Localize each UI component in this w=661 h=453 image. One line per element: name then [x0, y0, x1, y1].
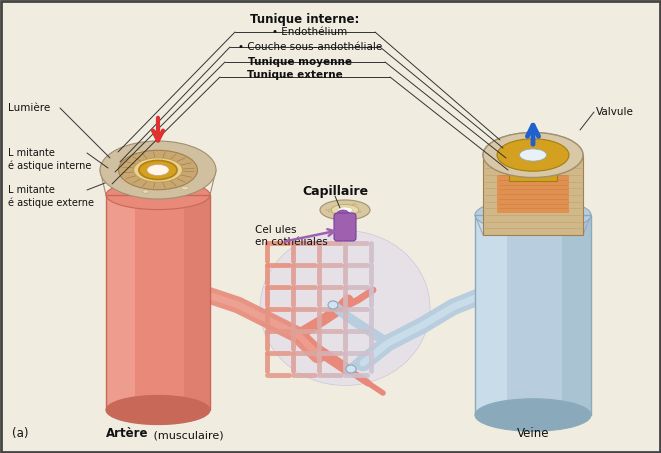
- Text: Artère: Artère: [106, 427, 148, 440]
- Ellipse shape: [535, 164, 541, 166]
- Ellipse shape: [181, 186, 189, 190]
- Ellipse shape: [475, 399, 591, 431]
- Ellipse shape: [337, 207, 352, 213]
- Ellipse shape: [159, 153, 167, 156]
- Ellipse shape: [141, 158, 147, 161]
- FancyBboxPatch shape: [184, 195, 210, 410]
- Text: Lumière: Lumière: [8, 103, 50, 113]
- Text: Tunique externe: Tunique externe: [247, 70, 343, 80]
- Ellipse shape: [508, 140, 512, 142]
- Ellipse shape: [551, 164, 554, 165]
- Ellipse shape: [346, 365, 356, 373]
- Text: (a): (a): [12, 427, 28, 440]
- Ellipse shape: [518, 140, 524, 142]
- Bar: [475, 215, 591, 415]
- Ellipse shape: [330, 208, 334, 209]
- Ellipse shape: [331, 204, 359, 216]
- FancyBboxPatch shape: [562, 215, 591, 415]
- Text: • Endothélium: • Endothélium: [272, 27, 348, 37]
- Text: Veine: Veine: [517, 427, 549, 440]
- Ellipse shape: [118, 150, 198, 190]
- Ellipse shape: [348, 212, 350, 213]
- Ellipse shape: [328, 301, 338, 309]
- Ellipse shape: [533, 152, 537, 153]
- Ellipse shape: [142, 190, 149, 193]
- Ellipse shape: [151, 183, 156, 185]
- Ellipse shape: [514, 154, 520, 157]
- Ellipse shape: [352, 204, 356, 205]
- Ellipse shape: [483, 132, 583, 178]
- Ellipse shape: [148, 158, 154, 161]
- Ellipse shape: [171, 160, 177, 163]
- Ellipse shape: [483, 132, 583, 178]
- Ellipse shape: [147, 164, 169, 175]
- Ellipse shape: [497, 139, 569, 171]
- FancyBboxPatch shape: [483, 155, 583, 235]
- Ellipse shape: [542, 168, 547, 170]
- FancyBboxPatch shape: [497, 175, 569, 213]
- Ellipse shape: [167, 153, 171, 155]
- FancyBboxPatch shape: [508, 165, 557, 181]
- Ellipse shape: [358, 211, 362, 212]
- Ellipse shape: [124, 161, 130, 164]
- Ellipse shape: [514, 148, 520, 150]
- Ellipse shape: [106, 395, 210, 424]
- Text: L mitante
é astique externe: L mitante é astique externe: [8, 185, 94, 208]
- Ellipse shape: [498, 159, 504, 162]
- Ellipse shape: [557, 166, 561, 168]
- Bar: [106, 195, 210, 410]
- Ellipse shape: [559, 165, 562, 166]
- Ellipse shape: [337, 210, 349, 218]
- Ellipse shape: [504, 165, 509, 168]
- Ellipse shape: [121, 179, 124, 181]
- Ellipse shape: [166, 152, 170, 154]
- Ellipse shape: [497, 139, 569, 171]
- Ellipse shape: [149, 150, 155, 153]
- Ellipse shape: [475, 199, 591, 231]
- Text: L mitante
é astique interne: L mitante é astique interne: [8, 148, 91, 171]
- Ellipse shape: [143, 157, 151, 161]
- Ellipse shape: [139, 160, 177, 179]
- Text: Capillaire: Capillaire: [302, 185, 368, 198]
- Ellipse shape: [509, 151, 515, 154]
- FancyBboxPatch shape: [106, 195, 210, 410]
- FancyBboxPatch shape: [475, 215, 507, 415]
- Ellipse shape: [120, 162, 125, 164]
- Text: (musculaire): (musculaire): [150, 430, 223, 440]
- Ellipse shape: [106, 180, 210, 210]
- Ellipse shape: [320, 200, 370, 220]
- Text: Cel ules
en cothéliales: Cel ules en cothéliales: [255, 225, 328, 247]
- Ellipse shape: [158, 174, 161, 175]
- Ellipse shape: [166, 189, 169, 191]
- Ellipse shape: [189, 159, 193, 160]
- Text: • Couche sous-andothéliale: • Couche sous-andothéliale: [238, 42, 382, 52]
- Ellipse shape: [328, 211, 333, 212]
- FancyBboxPatch shape: [475, 215, 591, 415]
- Text: Tunique moyenne: Tunique moyenne: [248, 57, 352, 67]
- Ellipse shape: [341, 208, 345, 210]
- FancyBboxPatch shape: [106, 195, 135, 410]
- Ellipse shape: [134, 158, 182, 182]
- Ellipse shape: [532, 151, 536, 153]
- Ellipse shape: [325, 209, 330, 211]
- Ellipse shape: [520, 149, 547, 161]
- Text: Valvule: Valvule: [596, 107, 634, 117]
- Ellipse shape: [542, 148, 545, 149]
- FancyBboxPatch shape: [334, 213, 356, 241]
- Ellipse shape: [260, 231, 430, 386]
- Ellipse shape: [541, 167, 547, 170]
- Ellipse shape: [100, 141, 216, 199]
- Ellipse shape: [497, 149, 504, 153]
- Ellipse shape: [333, 212, 336, 213]
- Text: Tunique interne:: Tunique interne:: [251, 13, 360, 26]
- Ellipse shape: [136, 150, 142, 154]
- Ellipse shape: [498, 147, 502, 149]
